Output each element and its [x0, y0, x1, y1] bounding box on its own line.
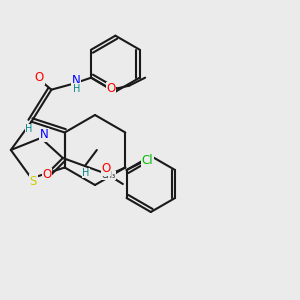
Text: N: N [72, 74, 81, 87]
Text: H: H [25, 124, 32, 134]
Text: O: O [106, 82, 116, 95]
Text: S: S [30, 175, 37, 188]
Text: O: O [42, 169, 52, 182]
Text: CH₃: CH₃ [101, 171, 116, 180]
Text: Cl: Cl [142, 154, 153, 166]
Text: O: O [35, 71, 44, 84]
Text: H: H [82, 168, 89, 178]
Text: H: H [73, 84, 80, 94]
Text: N: N [40, 128, 48, 142]
Text: O: O [101, 163, 110, 176]
